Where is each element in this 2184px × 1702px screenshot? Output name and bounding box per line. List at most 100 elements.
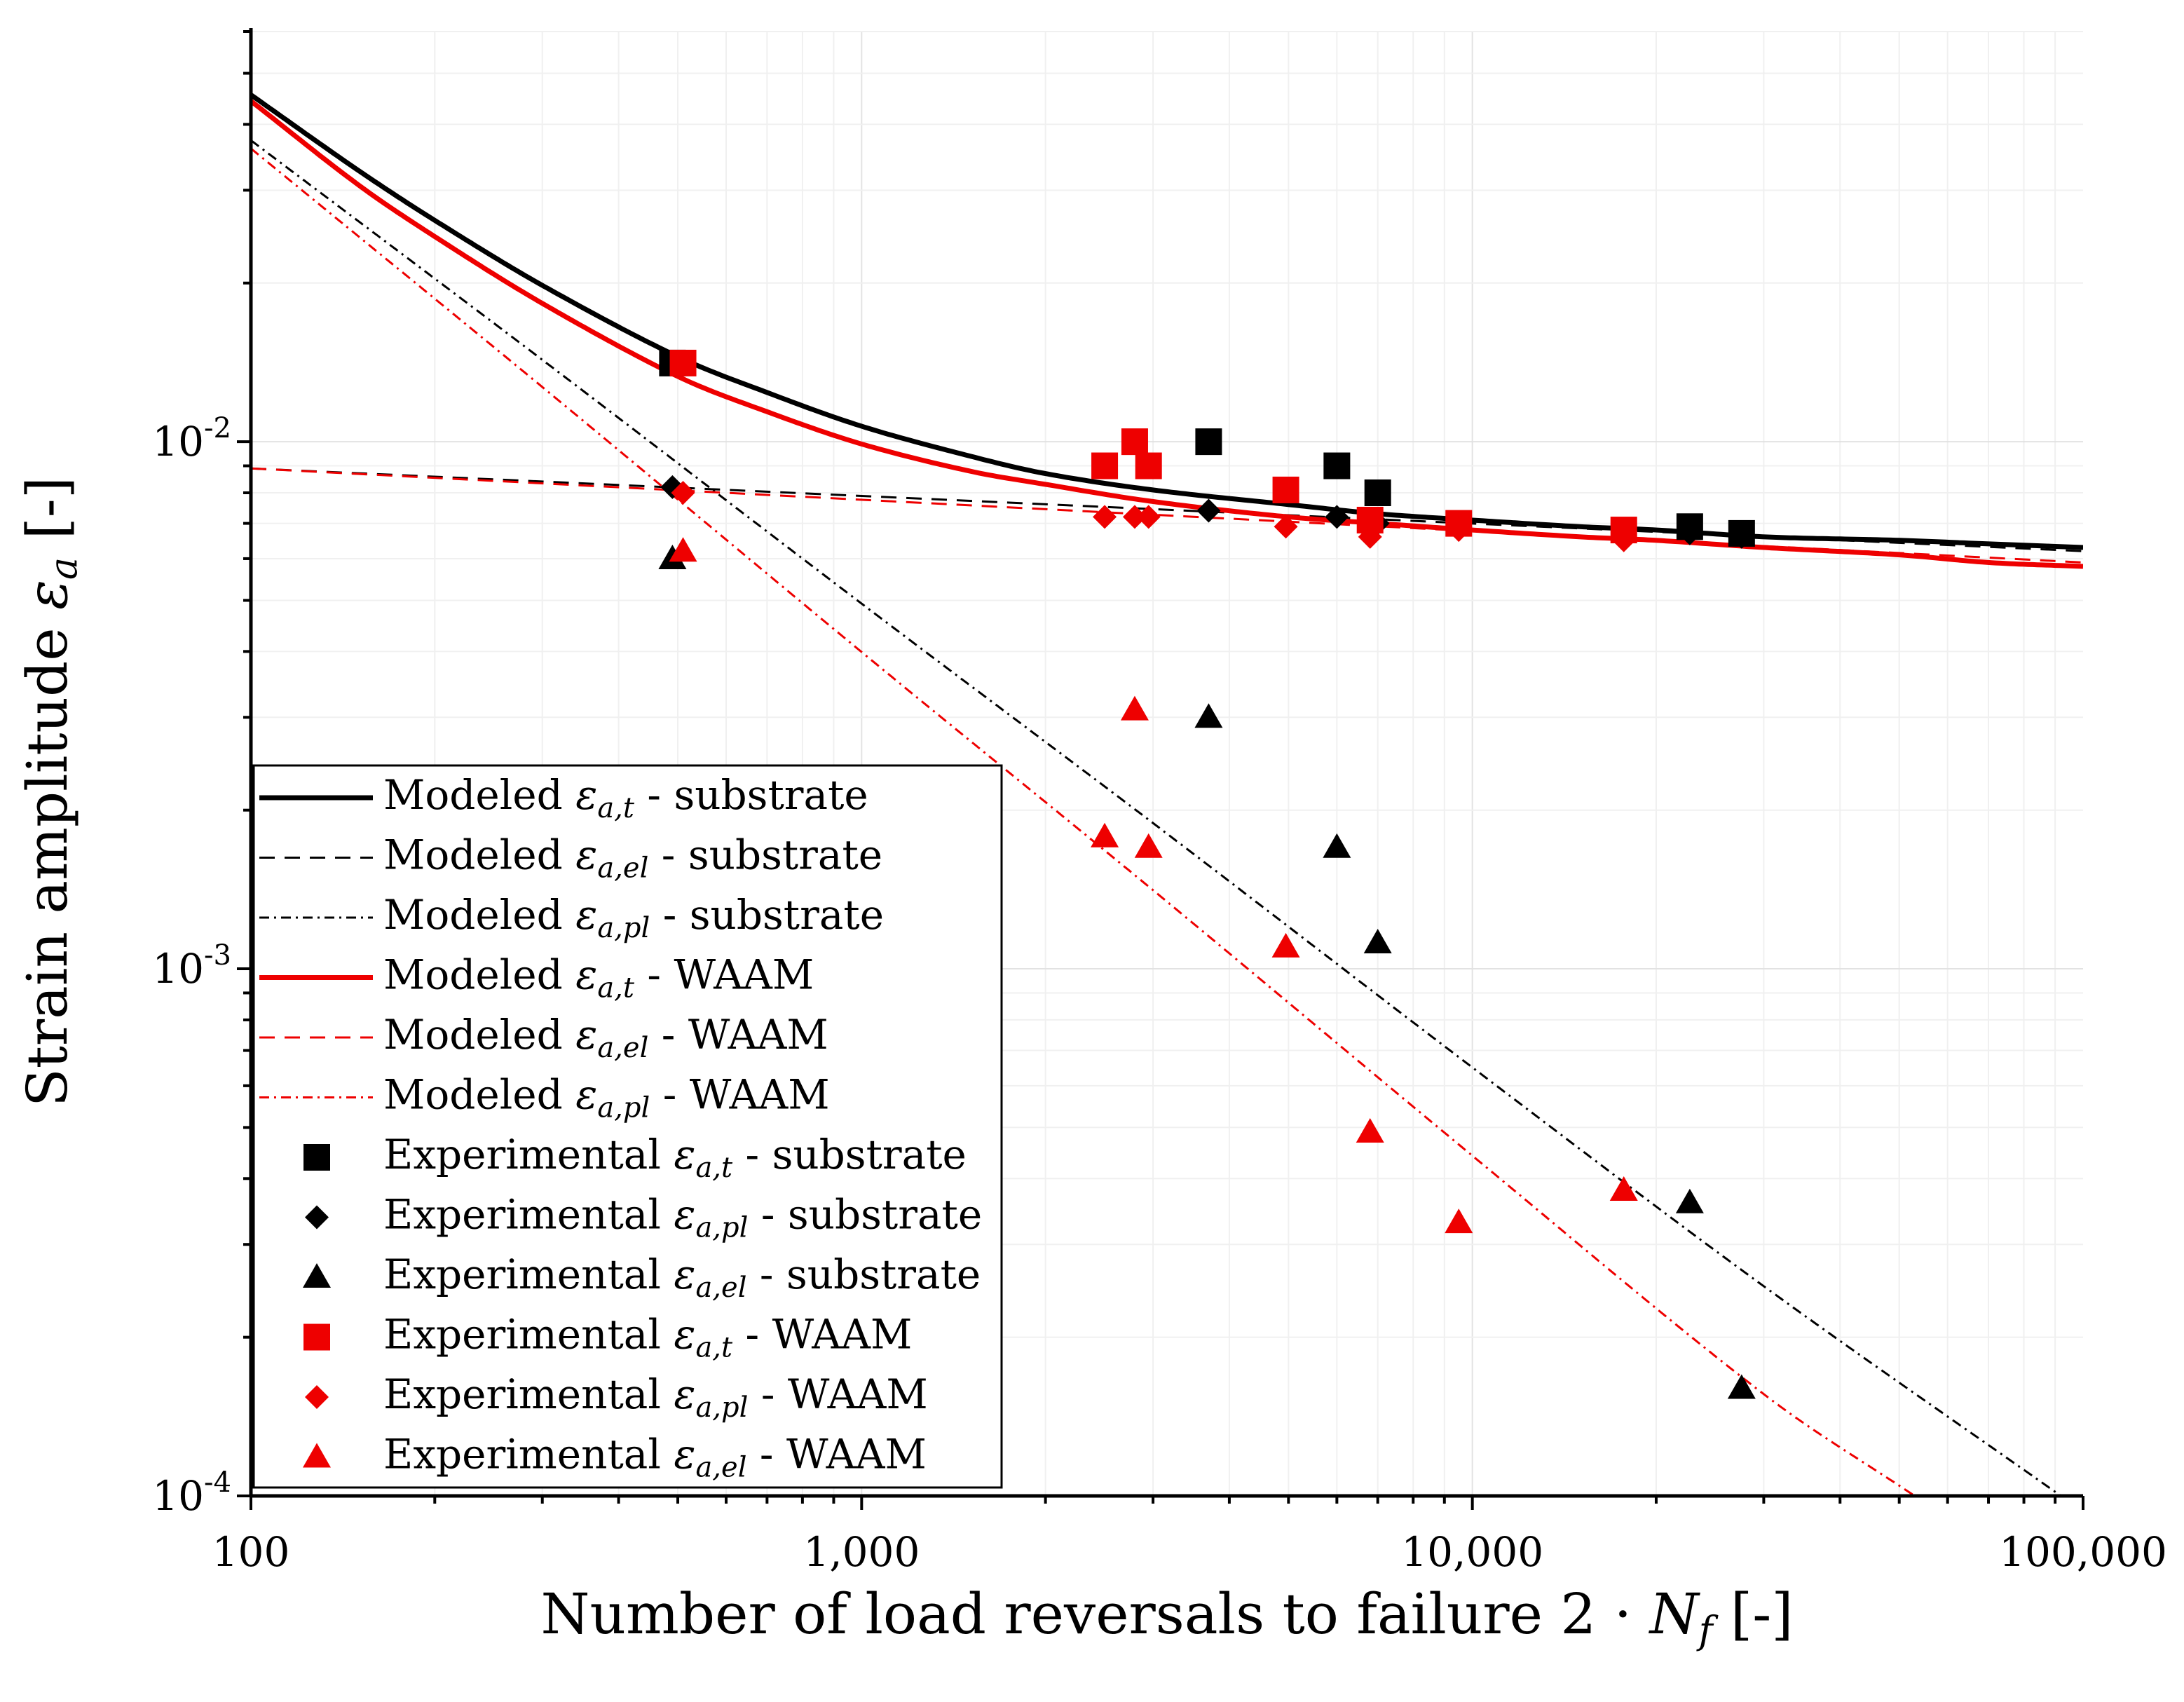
series-line-4: [251, 467, 2083, 564]
data-point-triangle: [1356, 1118, 1384, 1143]
legend-label-sub: a,el: [695, 1272, 746, 1304]
legend-label-epsilon: ε: [674, 1370, 695, 1418]
legend-label-prefix: Modeled: [383, 831, 575, 879]
legend-label-epsilon: ε: [575, 1011, 597, 1058]
legend-label-prefix: Experimental: [383, 1370, 674, 1418]
legend-label-sub: a,pl: [695, 1391, 748, 1424]
series-lines: [251, 93, 2083, 1496]
series-line-2: [251, 139, 2062, 1496]
x-axis-title: Number of load reversals to failure 2 · …: [541, 1581, 1794, 1652]
data-point-diamond: [1274, 515, 1298, 539]
legend-label: Modeled εa,pl - WAAM: [383, 1071, 830, 1124]
legend-label-sub: a,pl: [695, 1212, 748, 1244]
legend-label-prefix: Modeled: [383, 1011, 575, 1058]
legend-marker-diamond: [305, 1205, 329, 1230]
legend-label-prefix: Modeled: [383, 1071, 575, 1119]
series-line-1: [251, 467, 2083, 552]
series-line-5: [251, 147, 1916, 1496]
legend-label-epsilon: ε: [674, 1131, 695, 1178]
y-title-sub: a: [41, 557, 86, 580]
legend-label-suffix: - substrate: [650, 891, 884, 939]
data-point-triangle: [1609, 1176, 1638, 1201]
data-point-diamond: [1122, 505, 1147, 529]
legend-label: Experimental εa,el - WAAM: [383, 1431, 927, 1484]
legend-label: Modeled εa,el - substrate: [383, 831, 882, 885]
legend-label: Experimental εa,t - WAAM: [383, 1311, 912, 1364]
legend-label-prefix: Modeled: [383, 951, 575, 999]
legend-label-epsilon: ε: [674, 1431, 695, 1478]
y-tick-label: 10-4: [152, 1466, 231, 1520]
data-point-diamond: [1196, 498, 1221, 523]
data-point-triangle: [1363, 929, 1392, 954]
legend-label-epsilon: ε: [575, 951, 597, 999]
y-title-var: ε: [15, 580, 80, 610]
legend-label-epsilon: ε: [575, 891, 597, 939]
legend-label: Experimental εa,pl - WAAM: [383, 1370, 928, 1424]
data-point-triangle: [1194, 703, 1223, 728]
series-line-3: [251, 99, 2083, 569]
legend-label-suffix: - WAAM: [746, 1431, 926, 1478]
y-tick-base: 10: [152, 1472, 204, 1520]
legend-label-suffix: - substrate: [732, 1131, 967, 1178]
legend-marker-triangle: [303, 1443, 331, 1468]
legend-label-sub: a,t: [597, 972, 635, 1005]
data-point-triangle: [1271, 932, 1300, 958]
data-point-triangle: [1727, 1374, 1756, 1399]
data-point-square: [1091, 452, 1119, 479]
data-point-diamond: [1325, 505, 1349, 529]
legend-label-suffix: - substrate: [746, 1251, 981, 1298]
legend-label-epsilon: ε: [575, 1071, 597, 1119]
legend-label: Modeled εa,pl - substrate: [383, 891, 884, 944]
x-tick-label: 10,000: [1401, 1528, 1543, 1576]
data-point-triangle: [1120, 695, 1149, 721]
data-point-square: [1323, 452, 1351, 479]
legend-label-suffix: - WAAM: [648, 1011, 828, 1058]
legend-marker-square: [303, 1323, 330, 1351]
y-axis-title: Strain amplitude εa [-]: [15, 477, 86, 1107]
legend-label-epsilon: ε: [674, 1191, 695, 1239]
y-tick-base: 10: [152, 418, 204, 465]
data-point-square: [1135, 452, 1162, 479]
legend-label-sub: a,el: [695, 1452, 746, 1484]
series-markers: [658, 349, 1756, 1399]
y-tick-exponent: -4: [204, 1466, 231, 1499]
legend-label: Experimental εa,pl - substrate: [383, 1191, 982, 1244]
grid: [251, 31, 2083, 1496]
legend-label-prefix: Experimental: [383, 1131, 674, 1178]
data-point-triangle: [1134, 833, 1163, 858]
data-point-diamond: [1093, 505, 1117, 529]
data-point-diamond: [1358, 524, 1382, 549]
legend-label: Experimental εa,t - substrate: [383, 1131, 967, 1184]
x-title-var: N: [1649, 1581, 1701, 1647]
legend-label: Experimental εa,el - substrate: [383, 1251, 981, 1304]
x-tick-label: 100,000: [1999, 1528, 2167, 1576]
data-point-triangle: [1675, 1188, 1704, 1213]
data-point-square: [1272, 476, 1299, 503]
legend-label-sub: a,pl: [597, 912, 650, 944]
legend-marker-diamond: [305, 1385, 329, 1409]
data-point-triangle: [1445, 1209, 1473, 1234]
y-tick-exponent: -3: [204, 939, 231, 972]
data-point-triangle: [1323, 833, 1351, 858]
y-title-text: Strain amplitude: [15, 610, 80, 1107]
legend-marker-triangle: [303, 1263, 331, 1288]
x-tick-label: 100: [212, 1528, 290, 1576]
y-tick-exponent: -2: [204, 412, 231, 444]
legend-label-sub: a,t: [597, 792, 635, 824]
x-tick-label: 1,000: [803, 1528, 920, 1576]
y-tick-base: 10: [152, 945, 204, 993]
axis-titles: Number of load reversals to failure 2 · …: [15, 477, 1793, 1652]
legend-label-suffix: - substrate: [634, 771, 868, 819]
legend-label-suffix: - substrate: [648, 831, 882, 879]
data-point-diamond: [1447, 518, 1471, 543]
data-point-diamond: [1729, 524, 1754, 549]
legend-label: Modeled εa,t - substrate: [383, 771, 868, 824]
legend-label-sub: a,t: [695, 1152, 733, 1184]
data-point-diamond: [671, 480, 695, 505]
data-point-square: [1121, 428, 1148, 456]
legend-label: Modeled εa,el - WAAM: [383, 1011, 828, 1064]
legend-label-sub: a,t: [695, 1332, 733, 1364]
legend-label-prefix: Experimental: [383, 1431, 674, 1478]
